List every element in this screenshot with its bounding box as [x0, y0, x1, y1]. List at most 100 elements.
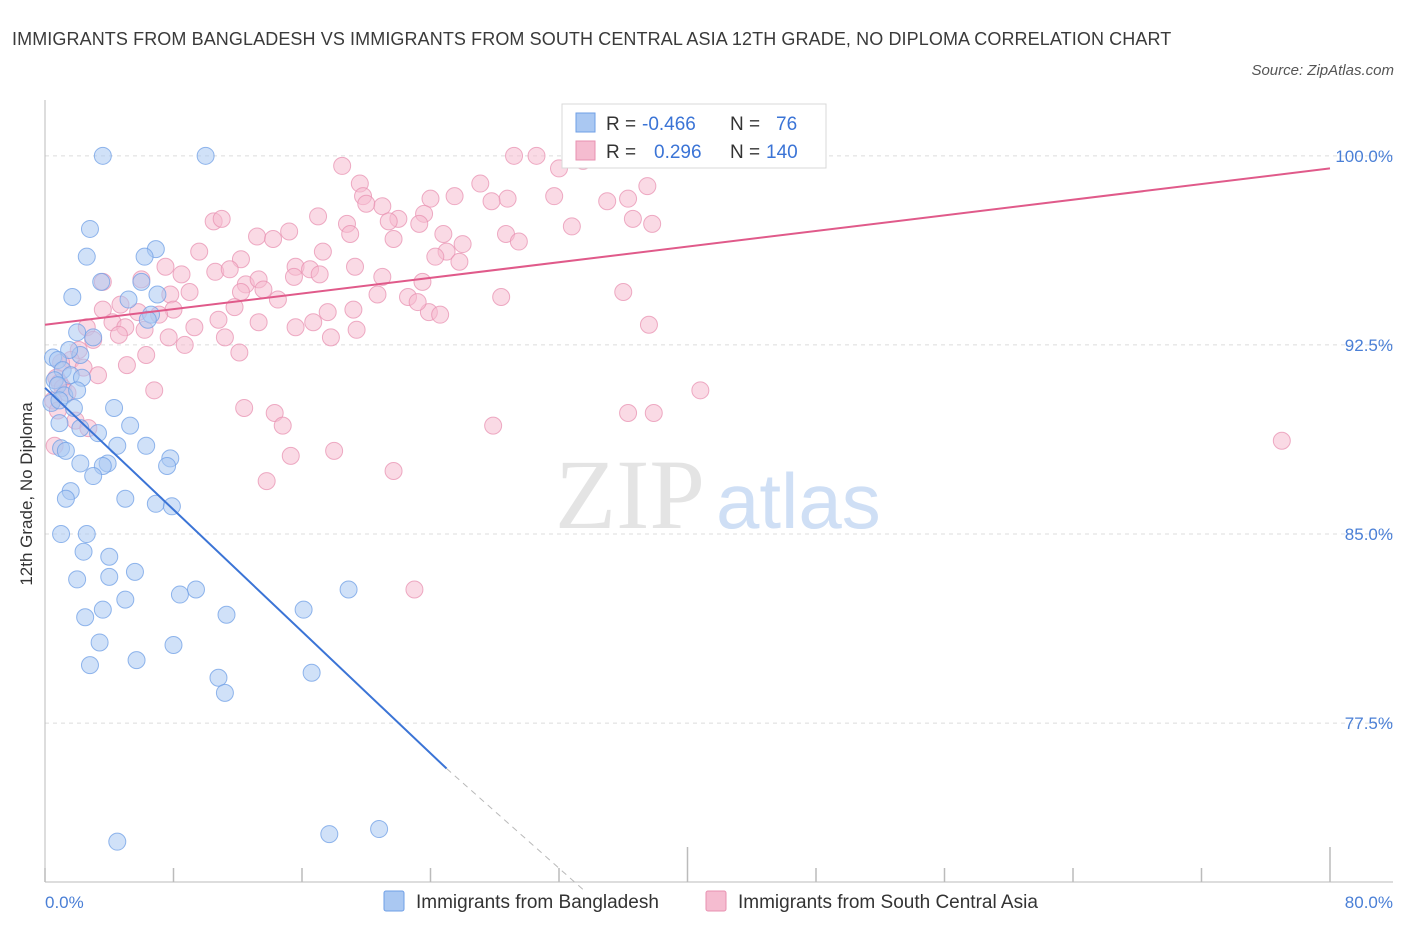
bangladesh-point-5 — [135, 247, 154, 266]
bangladesh-point-1 — [196, 146, 215, 165]
legend-r-label-2: R = — [606, 142, 636, 163]
bangladesh-point-50 — [77, 525, 96, 544]
south-central-asia-point-95 — [230, 343, 249, 362]
south-central-asia-point-66 — [614, 282, 633, 301]
legend-r-value-1: -0.466 — [642, 114, 696, 135]
south-central-asia-point-34 — [453, 235, 472, 254]
south-central-asia-point-27 — [623, 209, 642, 228]
legend-box — [561, 103, 827, 169]
bangladesh-point-7 — [92, 272, 111, 291]
south-central-asia-point-51 — [346, 257, 365, 276]
south-central-asia-point-113 — [265, 404, 284, 423]
bangladesh-point-4 — [77, 247, 96, 266]
south-central-asia-point-96 — [321, 328, 340, 347]
y-tick-label-1: 85.0% — [1345, 525, 1393, 544]
south-central-asia-point-57 — [373, 267, 392, 286]
south-central-asia-point-103 — [89, 366, 108, 385]
south-central-asia-point-37 — [384, 230, 403, 249]
south-central-asia-point-72 — [318, 303, 337, 322]
south-central-asia-point-4 — [471, 174, 490, 193]
legend-n-label-1: N = — [730, 114, 760, 135]
bangladesh-point-2 — [80, 219, 99, 238]
watermark: ZIP atlas — [555, 439, 881, 550]
south-central-asia-point-92 — [159, 328, 178, 347]
bangladesh-point-14 — [68, 323, 87, 342]
bangladesh-point-25 — [68, 381, 87, 400]
bangladesh-point-62 — [217, 605, 236, 624]
south-central-asia-point-40 — [231, 250, 250, 269]
south-central-asia-point-30 — [264, 230, 283, 249]
south-central-asia-point-0 — [505, 146, 524, 165]
south-central-asia-point-89 — [639, 315, 658, 334]
south-central-asia-point-59 — [231, 282, 250, 301]
south-central-asia-point-87 — [304, 313, 323, 332]
south-central-asia-point-8 — [421, 189, 440, 208]
legend-swatch-bangladesh — [575, 112, 596, 133]
legend-n-value-1: 76 — [776, 114, 797, 135]
south-central-asia-point-22 — [309, 207, 328, 226]
south-central-asia-point-100 — [137, 346, 156, 365]
bangladesh-point-16 — [60, 340, 79, 359]
south-central-asia-point-32 — [341, 224, 360, 243]
south-central-asia-point-25 — [410, 214, 429, 233]
south-central-asia-point-18 — [482, 192, 501, 211]
south-central-asia-point-108 — [145, 381, 164, 400]
south-central-asia-point-64 — [180, 282, 199, 301]
south-central-asia-point-62 — [368, 285, 387, 304]
south-central-asia-point-45 — [172, 265, 191, 284]
bangladesh-point-60 — [93, 600, 112, 619]
south-central-asia-point-116 — [691, 381, 710, 400]
south-central-asia-point-21 — [212, 209, 231, 228]
south-central-asia-point-126 — [405, 580, 424, 599]
bangladesh-point-38 — [71, 454, 90, 473]
watermark-zip: ZIP — [555, 439, 705, 550]
bangladesh-point-36 — [137, 436, 156, 455]
bangladesh-point-8 — [132, 272, 151, 291]
south-central-asia-point-60 — [254, 280, 273, 299]
south-central-asia-point-28 — [643, 214, 662, 233]
south-central-asia-point-90 — [347, 320, 366, 339]
south-central-asia-point-14 — [638, 177, 657, 196]
bottom-legend-swatch-bangladesh — [383, 890, 405, 912]
south-central-asia-point-26 — [562, 217, 581, 236]
south-central-asia-point-10 — [498, 189, 517, 208]
south-central-asia-point-47 — [220, 260, 239, 279]
bangladesh-point-30 — [50, 414, 69, 433]
bangladesh-point-56 — [186, 580, 205, 599]
tick-labels: 77.5% 85.0% 92.5% 100.0% 0.0% 80.0% — [45, 147, 1393, 912]
bangladesh-point-51 — [74, 542, 93, 561]
south-central-asia-point-121 — [281, 446, 300, 465]
south-central-asia-point-125 — [384, 462, 403, 481]
south-central-asia-point-33 — [434, 224, 453, 243]
south-central-asia-point-112 — [235, 398, 254, 417]
south-central-asia-point-94 — [175, 335, 194, 354]
south-central-asia-point-85 — [249, 313, 268, 332]
south-central-asia-point-29 — [248, 227, 267, 246]
y-tick-label-0: 77.5% — [1345, 714, 1393, 733]
bangladesh-point-69 — [302, 663, 321, 682]
bangladesh-point-64 — [90, 633, 109, 652]
bangladesh-point-65 — [164, 635, 183, 654]
bangladesh-point-42 — [158, 456, 177, 475]
legend-r-value-2: 0.296 — [654, 142, 702, 163]
south-central-asia-point-61 — [268, 290, 287, 309]
bottom-legend-label-south-central-asia: Immigrants from South Central Asia — [738, 892, 1038, 913]
bangladesh-point-57 — [170, 585, 189, 604]
south-central-asia-point-12 — [598, 192, 617, 211]
legend-n-label-2: N = — [730, 142, 760, 163]
bangladesh-point-52 — [100, 547, 119, 566]
bangladesh-point-33 — [89, 424, 108, 443]
south-central-asia-point-76 — [408, 293, 427, 312]
bangladesh-point-12 — [138, 310, 157, 329]
series-legend: Immigrants from Bangladesh Immigrants fr… — [383, 890, 1038, 913]
south-central-asia-point-123 — [1272, 431, 1291, 450]
south-central-asia-point-24 — [379, 212, 398, 231]
chart-title: IMMIGRANTS FROM BANGLADESH VS IMMIGRANTS… — [12, 29, 1172, 49]
bangladesh-point-6 — [63, 288, 82, 307]
bangladesh-point-63 — [294, 600, 313, 619]
bangladesh-point-45 — [56, 489, 75, 508]
south-central-asia-point-43 — [450, 252, 469, 271]
bangladesh-point-66 — [127, 651, 146, 670]
bangladesh-point-13 — [84, 328, 103, 347]
trend-lines — [44, 167, 1331, 890]
